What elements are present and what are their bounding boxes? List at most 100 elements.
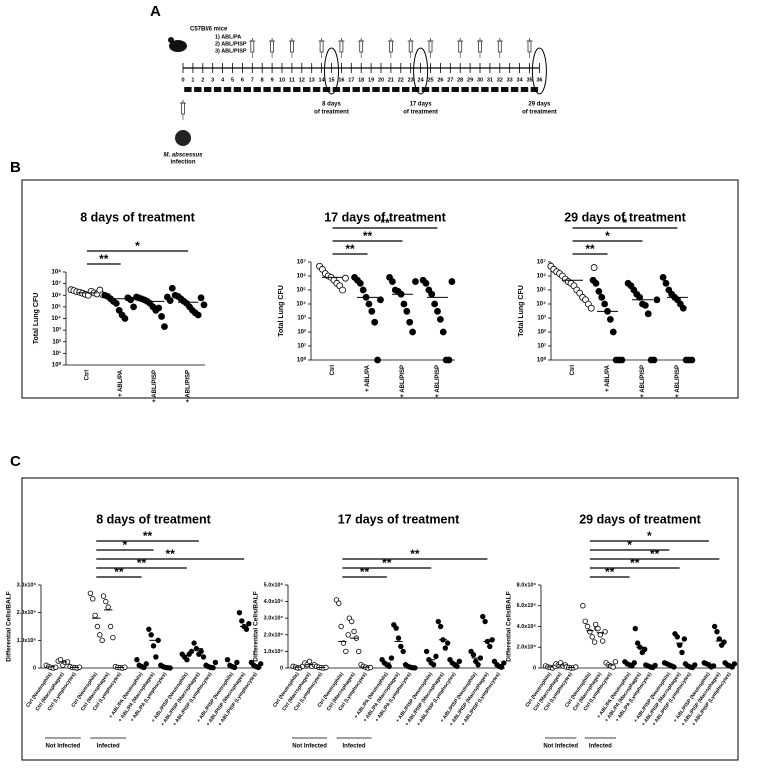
checkpoint	[413, 47, 429, 95]
dose-block	[233, 87, 242, 92]
data-point	[374, 356, 381, 364]
day-label: 15	[328, 77, 334, 83]
syringe	[359, 40, 364, 53]
group-label: Infected	[589, 744, 612, 750]
day-label: 18	[358, 77, 364, 83]
data-point	[184, 657, 190, 663]
data-point	[127, 296, 135, 304]
day-label: 13	[309, 77, 315, 83]
chart-title: 29 days of treatment	[564, 210, 686, 224]
dose-block	[194, 87, 202, 92]
data-point	[121, 315, 129, 322]
data-point	[166, 297, 174, 304]
checkpoint-label: of treatment	[522, 110, 557, 116]
significance-label: *	[623, 216, 628, 230]
significance-label: **	[143, 529, 153, 543]
data-point	[400, 648, 406, 655]
syringe	[408, 40, 413, 53]
day-label: 23	[408, 77, 414, 83]
syringe	[478, 40, 482, 53]
y-tick-label: 10⁷	[537, 260, 547, 266]
checkpoint-label: 29 days	[528, 102, 551, 108]
y-tick-label: 0	[280, 665, 283, 671]
data-point	[632, 625, 639, 632]
data-point	[423, 648, 430, 655]
day-label: 6	[241, 77, 244, 83]
data-point	[454, 663, 460, 670]
dose-block	[263, 87, 271, 92]
mouse-ear	[168, 37, 174, 43]
data-point	[711, 623, 718, 630]
data-point	[412, 278, 419, 285]
y-tick-label: 4.0x10⁶	[264, 599, 284, 605]
data-point	[200, 301, 208, 309]
y-tick-label: 10¹	[297, 343, 306, 350]
significance-label: **	[585, 242, 595, 256]
day-label: 20	[378, 77, 384, 83]
day-label: 24	[418, 77, 425, 83]
data-point	[158, 313, 165, 320]
day-label: 26	[437, 77, 443, 83]
data-point	[356, 648, 362, 655]
dose-block	[184, 87, 192, 92]
data-point	[107, 623, 114, 630]
data-point	[430, 661, 437, 668]
data-point	[602, 628, 608, 635]
y-tick-label: 0	[33, 665, 36, 671]
y-tick-label: 10⁴	[51, 316, 61, 322]
y-axis-label: Differential Cells/BALF	[6, 591, 13, 661]
data-point	[191, 640, 197, 646]
x-tick-label: + ABL/PA	[605, 364, 611, 392]
dose-block	[372, 87, 380, 92]
data-point	[168, 284, 176, 292]
y-tick-label: 10⁵	[297, 288, 307, 294]
data-point	[371, 318, 379, 326]
y-tick-label: 10⁶	[52, 293, 62, 299]
data-point	[87, 590, 94, 596]
checkpoint-label: 8 days	[322, 102, 341, 108]
data-point	[482, 618, 488, 625]
regimen-label: 2) ABL/PISP	[215, 41, 247, 47]
day-label: 17	[348, 77, 354, 83]
data-point	[386, 663, 392, 670]
syringe	[319, 40, 324, 53]
checkpoint-label: of treatment	[314, 110, 349, 116]
day-label: 16	[338, 77, 344, 83]
y-tick-label: 1.0x10⁶	[264, 649, 284, 655]
data-point	[612, 659, 619, 665]
dose-block	[303, 87, 311, 92]
data-point	[97, 632, 103, 638]
syringe	[458, 40, 463, 53]
data-point	[243, 626, 250, 632]
data-point	[652, 662, 658, 669]
data-point	[434, 307, 441, 315]
dose-block	[530, 87, 539, 92]
day-label: 31	[487, 77, 493, 83]
syringe	[527, 40, 532, 53]
data-point	[592, 279, 600, 287]
data-point	[448, 278, 456, 285]
data-point	[618, 356, 626, 364]
dose-block	[342, 87, 350, 92]
data-point	[584, 623, 591, 630]
dose-block	[520, 87, 529, 92]
x-tick-label: + ABL/PISP	[435, 365, 441, 398]
data-point	[671, 664, 677, 670]
regimen-label: 1) ABL/PA	[215, 34, 241, 40]
y-tick-label: 10⁴	[296, 302, 306, 308]
y-tick-label: 2.0x10⁶	[517, 645, 537, 651]
syringe	[270, 40, 275, 53]
dose-block	[451, 87, 459, 92]
x-tick-label: + ABL/PISP	[186, 370, 192, 403]
data-point	[589, 634, 595, 640]
panel-label: C	[10, 453, 21, 470]
data-point	[475, 661, 481, 668]
y-tick-label: 3.0x10⁶	[264, 616, 284, 622]
x-tick-label: Ctrl	[330, 365, 336, 376]
data-point	[231, 664, 238, 671]
group-label: Not Infected	[543, 744, 578, 750]
y-tick-label: 5.0x10⁶	[264, 582, 284, 588]
data-point	[246, 621, 252, 627]
data-point	[631, 660, 637, 666]
